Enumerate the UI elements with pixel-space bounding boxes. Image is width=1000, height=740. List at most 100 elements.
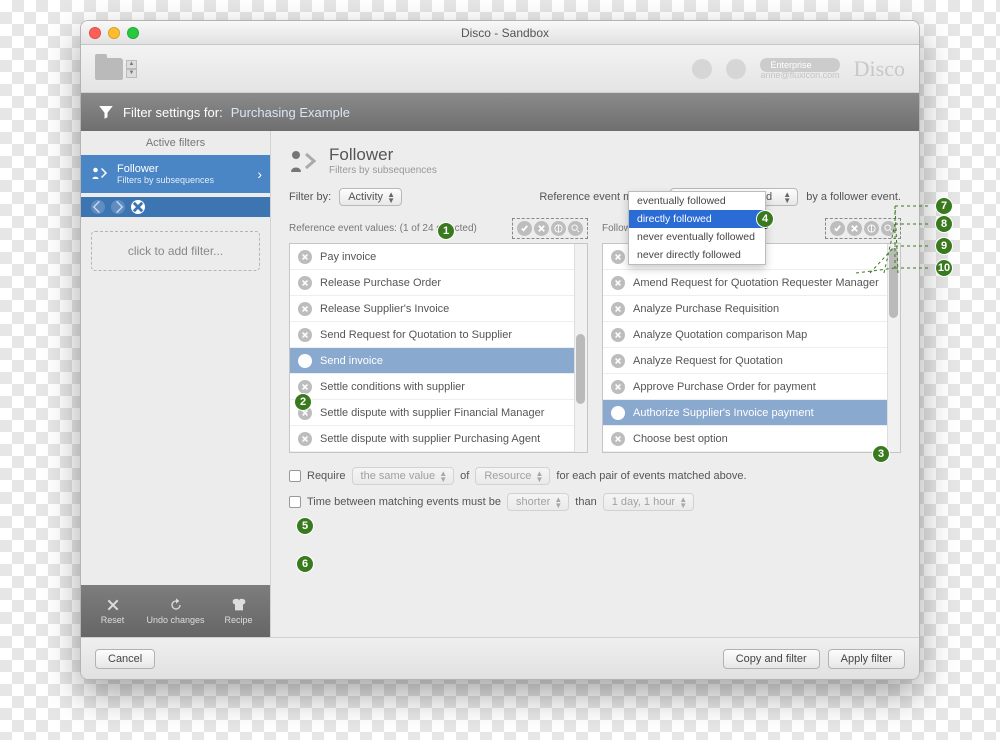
folder-stepper[interactable]: ▲▼ (126, 60, 137, 78)
time-checkbox[interactable] (289, 496, 301, 508)
list-item[interactable]: Pay invoice (290, 244, 587, 270)
item-label: Analyze Request for Quotation (633, 355, 783, 367)
add-filter-button[interactable]: click to add filter... (91, 231, 260, 271)
x-icon (611, 380, 625, 394)
list-item[interactable]: Send invoice (290, 348, 587, 374)
item-label: Send Request for Quotation to Supplier (320, 329, 512, 341)
sidebar-heading: Active filters (81, 131, 270, 155)
list-item[interactable]: Settle dispute with supplier Financial M… (290, 400, 587, 426)
close-window-button[interactable] (89, 27, 101, 39)
dialog-footer: Cancel Copy and filter Apply filter (81, 637, 919, 679)
left-selection-tools (512, 218, 588, 239)
callout-2: 2 (294, 393, 312, 411)
time-value-select[interactable]: 1 day, 1 hour (603, 493, 694, 511)
filter-by-label: Filter by: (289, 191, 331, 203)
mini-remove[interactable] (131, 200, 145, 214)
scrollbar[interactable] (574, 244, 587, 452)
search-selection-icon[interactable] (881, 221, 896, 236)
sidebar: Active filters Follower Filters by subse… (81, 131, 271, 637)
window-title: Disco - Sandbox (139, 26, 871, 40)
recipe-button[interactable]: Recipe (207, 585, 270, 637)
require-mode-select[interactable]: the same value (352, 467, 455, 485)
filter-mini-toolbar (81, 197, 270, 217)
invert-selection-icon[interactable] (864, 221, 879, 236)
list-item[interactable]: Send Request for Quotation to Supplier (290, 322, 587, 348)
invert-selection-icon[interactable] (551, 221, 566, 236)
toolbar-label: Filter settings for: (123, 105, 223, 120)
list-item[interactable]: Settle conditions with supplier (290, 374, 587, 400)
chevron-right-icon: › (257, 166, 262, 182)
reset-button[interactable]: Reset (81, 585, 144, 637)
panel-sub: Filters by subsequences (329, 165, 437, 176)
filter-by-select[interactable]: Activity (339, 188, 402, 206)
list-item[interactable]: Analyze Purchase Requisition (603, 296, 900, 322)
mini-move-left[interactable] (91, 200, 105, 214)
list-item[interactable]: Choose best option (603, 426, 900, 452)
callout-9: 9 (935, 237, 953, 255)
follower-list[interactable]: …RequesterAmend Request for Quotation Re… (602, 243, 901, 453)
follower-large-icon (289, 146, 319, 176)
feedback-icon[interactable] (726, 59, 746, 79)
item-label: Send invoice (320, 355, 383, 367)
app-header: ▲▼ Enterprise anne@fluxicon.com Disco (81, 45, 919, 93)
item-label: Analyze Purchase Requisition (633, 303, 779, 315)
list-item[interactable]: Settle dispute with supplier Purchasing … (290, 426, 587, 452)
active-filter-card[interactable]: Follower Filters by subsequences › (81, 155, 270, 217)
scrollbar[interactable] (887, 244, 900, 452)
require-attr-select[interactable]: Resource (475, 467, 550, 485)
list-item[interactable]: Release Supplier's Invoice (290, 296, 587, 322)
list-item[interactable]: Authorize Supplier's Invoice payment (603, 400, 900, 426)
list-item[interactable]: Analyze Request for Quotation (603, 348, 900, 374)
copy-filter-button[interactable]: Copy and filter (723, 649, 820, 669)
dropdown-item[interactable]: never eventually followed (629, 228, 765, 246)
deselect-all-icon[interactable] (847, 221, 862, 236)
item-label: Settle dispute with supplier Purchasing … (320, 433, 540, 445)
select-all-icon[interactable] (830, 221, 845, 236)
list-item[interactable]: Approve Purchase Order for payment (603, 374, 900, 400)
help-icon[interactable] (692, 59, 712, 79)
minimize-window-button[interactable] (108, 27, 120, 39)
apply-filter-button[interactable]: Apply filter (828, 649, 905, 669)
zoom-window-button[interactable] (127, 27, 139, 39)
x-icon (611, 276, 625, 290)
callout-4: 4 (756, 210, 774, 228)
callout-10: 10 (935, 259, 953, 277)
dropdown-item[interactable]: eventually followed (629, 192, 765, 210)
dropdown-item[interactable]: directly followed (629, 210, 765, 228)
item-label: Release Supplier's Invoice (320, 303, 449, 315)
item-label: Authorize Supplier's Invoice payment (633, 407, 814, 419)
list-item[interactable]: Amend Request for Quotation Requester Ma… (603, 270, 900, 296)
follower-icon (91, 165, 109, 184)
user-email: anne@fluxicon.com (760, 70, 839, 80)
x-icon (298, 302, 312, 316)
callout-8: 8 (935, 215, 953, 233)
select-all-icon[interactable] (517, 221, 532, 236)
app-logo: Disco (854, 56, 905, 82)
x-icon (611, 328, 625, 342)
x-icon (611, 302, 625, 316)
funnel-icon (97, 103, 115, 121)
list-item[interactable]: Analyze Quotation comparison Map (603, 322, 900, 348)
search-selection-icon[interactable] (568, 221, 583, 236)
x-icon (611, 250, 625, 264)
ref-suffix: by a follower event. (806, 191, 901, 203)
undo-button[interactable]: Undo changes (144, 585, 207, 637)
x-icon (298, 250, 312, 264)
callout-1: 1 (437, 222, 455, 240)
callout-5: 5 (296, 517, 314, 535)
reference-list[interactable]: Pay invoiceRelease Purchase Order Release… (289, 243, 588, 453)
x-icon (298, 328, 312, 342)
callout-3: 3 (872, 445, 890, 463)
cancel-button[interactable]: Cancel (95, 649, 155, 669)
require-checkbox[interactable] (289, 470, 301, 482)
time-cmp-select[interactable]: shorter (507, 493, 569, 511)
filter-name: Follower (117, 163, 214, 175)
list-item[interactable]: Release Purchase Order (290, 270, 587, 296)
ref-mode-dropdown[interactable]: eventually followed directly followed ne… (628, 191, 766, 265)
mini-move-right[interactable] (111, 200, 125, 214)
dropdown-item[interactable]: never directly followed (629, 246, 765, 264)
item-label: Choose best option (633, 433, 728, 445)
folder-icon[interactable] (95, 58, 123, 80)
deselect-all-icon[interactable] (534, 221, 549, 236)
titlebar: Disco - Sandbox (81, 21, 919, 45)
